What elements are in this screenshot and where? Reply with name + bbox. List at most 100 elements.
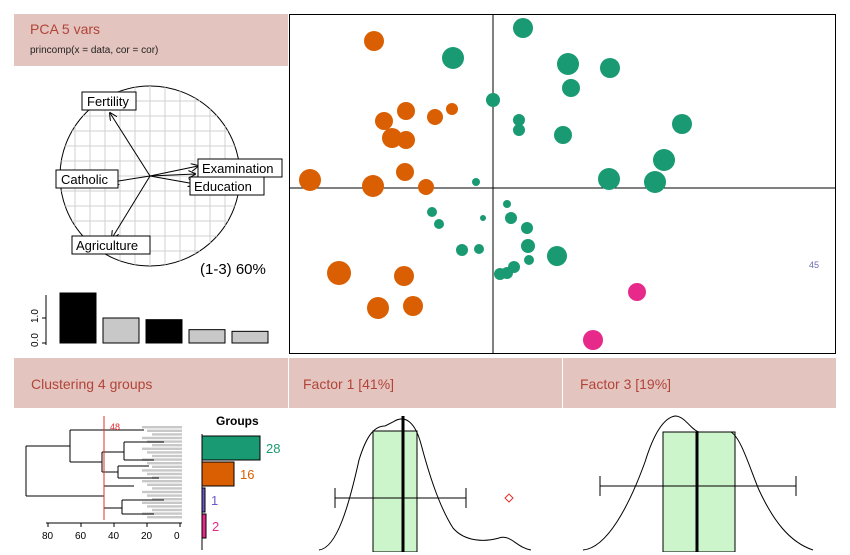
scatter-point [557,53,579,75]
scatter-point [375,112,393,130]
arrow-extra [149,174,195,176]
scree-bar [59,292,97,344]
dendro-top-cluster [69,429,144,463]
scatter-point [382,128,402,148]
scatter-point [598,168,620,190]
dendro-leaf-bar [142,480,182,483]
scatter-point [521,239,535,253]
label-box-education [189,176,265,196]
scatter-point [600,58,620,78]
dendro-leaf-bar [152,454,182,458]
dendrogram-tree [25,429,164,515]
scatter-point [367,297,389,319]
factor1-outlier [504,493,514,503]
arrow-education [149,175,195,184]
clustering-header: Clustering 4 groups [14,358,288,408]
arrow-agriculture [112,175,151,238]
scatter-point [562,79,580,97]
label-box-catholic [55,169,119,189]
arrow-fertility [110,113,151,177]
dendro-leaf-bar [152,508,182,512]
dendro-leaf-bar [142,458,182,461]
factor1-density-curve [318,418,532,551]
factor3-header: Factor 3 [19%] [563,358,836,408]
scatter-point [434,219,444,229]
pca-header: PCA 5 vars princomp(x = data, cor = cor) [14,14,288,66]
scatter-point [513,124,525,136]
group-count: 1 [211,493,218,508]
label-examination: Examination [202,161,274,176]
clustering-title: Clustering 4 groups [31,376,153,392]
scatter-point [403,296,423,316]
scatter-point [505,212,517,224]
scatter-point [547,246,567,266]
scatter-point [442,47,464,69]
label-box-fertility [81,91,137,111]
factor1-header: Factor 1 [41%] [289,358,562,408]
scree-bar [102,317,140,344]
dendro-leaf-bar [147,516,182,519]
scatter-point [554,126,572,144]
label-agriculture: Agriculture [76,238,138,253]
dendro-root-branches [26,445,104,497]
dendro-leaf-bar [147,440,182,443]
dendro-leaf-bar [147,483,182,486]
group-count: 28 [266,441,280,456]
scatter-point [644,171,666,193]
dendro-leaf-bar [142,436,182,440]
scatter-point [299,169,321,191]
scree-plot: 0.0 1.0 [30,292,269,347]
dendro-mid-cluster [101,451,124,473]
dendro-axis-tick-label: 80 [42,531,54,542]
scatter-point [362,175,384,197]
groups-chart: Groups 28 16 1 2 [201,414,280,550]
scatter-point [480,215,486,221]
dendro-leaf-bar [142,490,182,494]
scatter-point [456,244,468,256]
dendro-leaf-bar [142,512,182,515]
scatter-point [513,114,525,126]
group-bar [201,487,206,513]
dendro-leaf-bar [152,444,182,447]
scatter-point [524,255,534,265]
scree-tick-label-0: 0.0 [30,333,41,347]
group-count: 2 [212,519,219,534]
scatter-point [653,149,675,171]
group-bar [201,513,207,539]
scatter-point [472,178,480,186]
scatter-point [503,200,511,208]
dendro-leaf-bar [142,447,182,450]
group-count: 16 [240,467,254,482]
dendro-leaf-bar [152,433,182,436]
factor3-title: Factor 3 [19%] [580,376,672,392]
label-catholic: Catholic [61,172,108,187]
scatter-point [474,244,484,254]
factor3-density-curve [582,415,814,551]
dendro-leaf-bar [142,426,182,429]
group-bar [201,461,235,487]
scatter-point [494,268,506,280]
dendro-sub-b [117,465,159,479]
dendro-leaf-bar [152,465,182,468]
correlation-circle: Fertility Catholic Examination Education… [55,85,283,278]
dendro-bottom-cluster [103,485,134,509]
dendro-leaf-bar [147,472,182,476]
scree-bar [188,329,226,344]
scatter-point [427,207,437,217]
dendro-axis-tick-label: 0 [174,531,180,542]
factor1-iqr-box [372,430,418,552]
arrow-examination [149,166,198,177]
pca-subtitle: princomp(x = data, cor = cor) [30,45,159,56]
scatter-point [521,222,533,234]
dendro-axis-tick-label: 60 [75,531,87,542]
pca-title: PCA 5 vars [30,21,101,37]
scatter-point-label: 45 [809,260,819,270]
axes-variance-label: (1-3) 60% [200,261,266,278]
factor3-iqr-box [662,431,736,552]
group-bar [201,435,261,461]
dendro-leaf-bar [152,498,182,501]
label-box-agriculture [71,235,151,255]
scatter-point [486,93,500,107]
scatter-point [628,283,646,301]
dendro-sub-c [121,499,164,515]
